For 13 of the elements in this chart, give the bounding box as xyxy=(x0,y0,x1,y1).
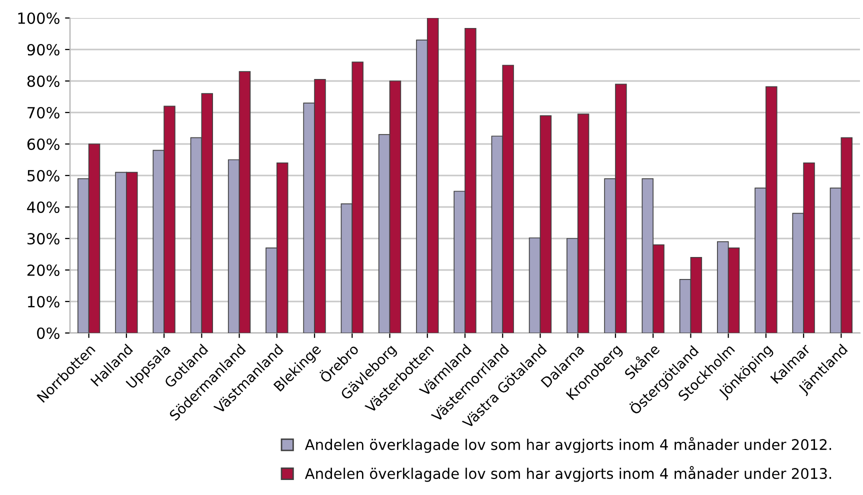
y-tick-label: 70% xyxy=(28,106,60,119)
y-tick-label: 60% xyxy=(27,138,60,150)
y-tick-label: 30% xyxy=(27,232,60,245)
y-tick-label: 10% xyxy=(28,296,60,308)
legend-label: Andelen överklagade lov som har avgjorts inom 4 månader under 2013. xyxy=(304,466,832,482)
legend-label: Andelen överklagade lov som har avgjorts inom 4 månader under 2012. xyxy=(304,437,832,453)
y-tick-label: 20% xyxy=(27,264,60,276)
y-tick-label: 50% xyxy=(28,170,60,182)
y-tick-label: 0% xyxy=(37,327,60,340)
y-tick-label: 80% xyxy=(27,75,60,88)
y-tick-label: 90% xyxy=(27,44,60,56)
y-tick-label: 100% xyxy=(18,12,60,24)
y-tick-label: 40% xyxy=(27,201,60,214)
